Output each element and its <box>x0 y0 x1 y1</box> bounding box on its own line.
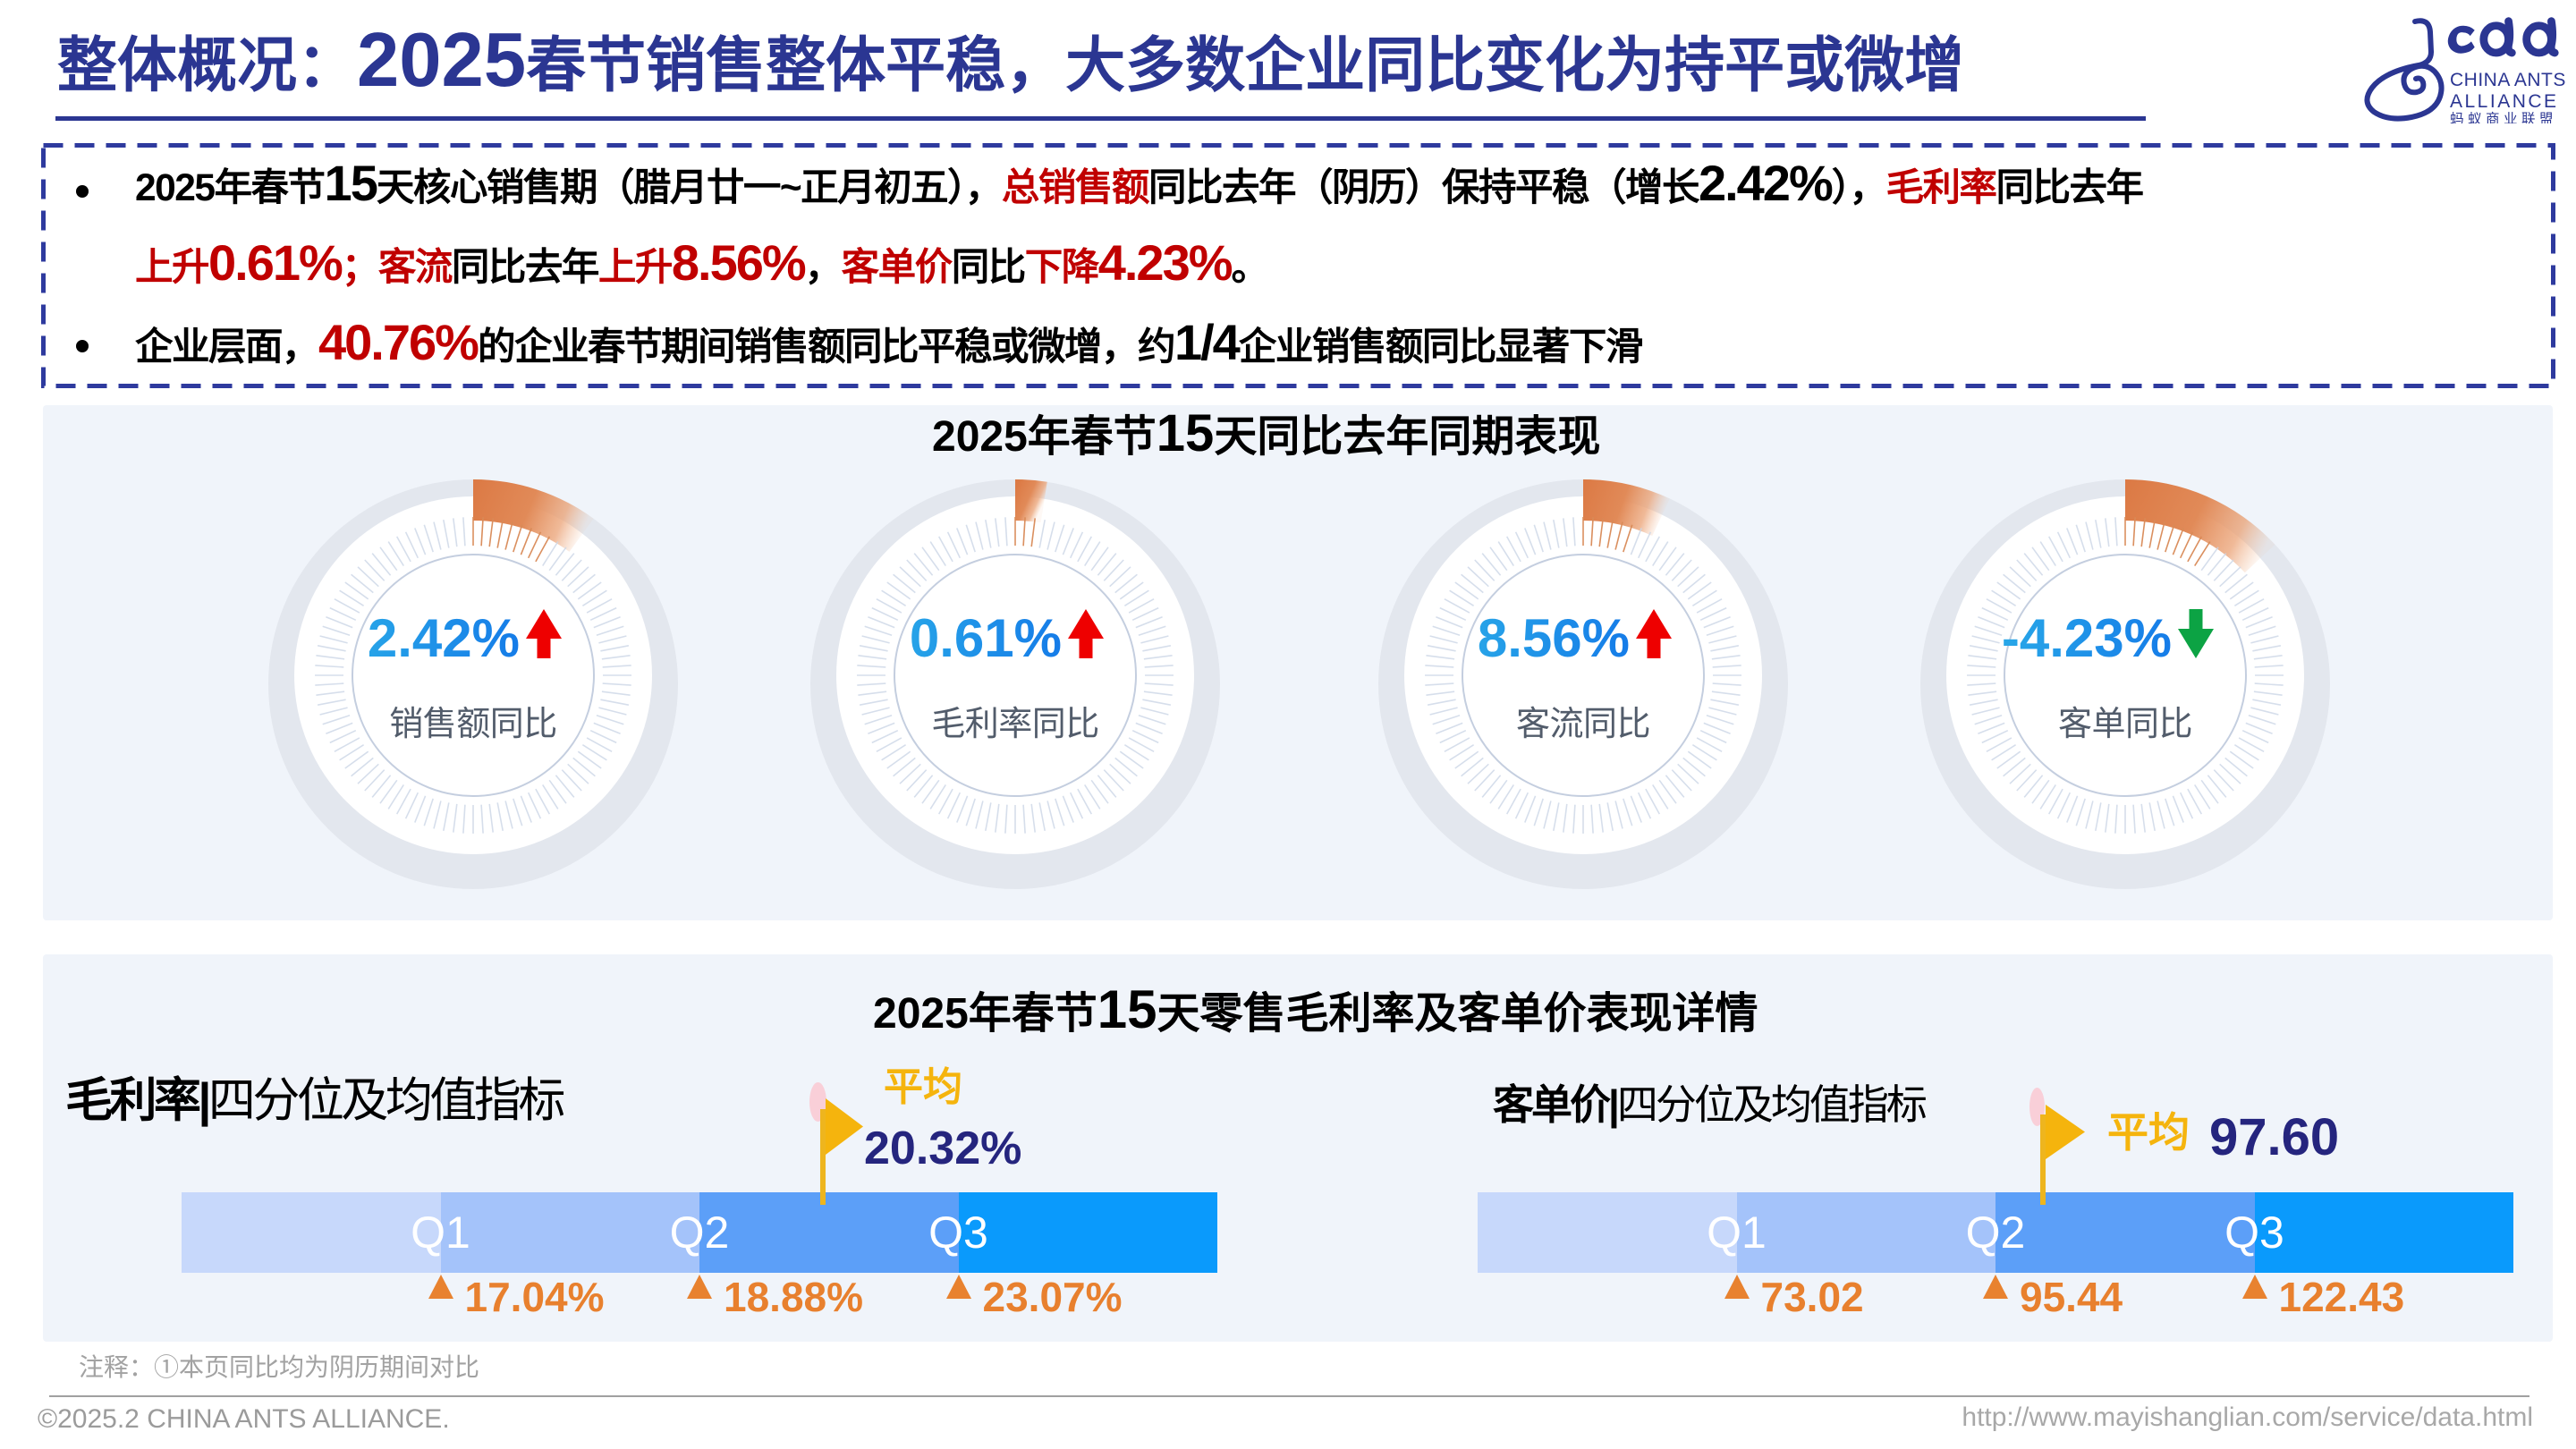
svg-text:客单同比: 客单同比 <box>2058 706 2192 743</box>
svg-text:客流同比: 客流同比 <box>1516 706 1650 743</box>
svg-text:8.56%: 8.56% <box>1478 608 1630 668</box>
svg-text:CHINA ANTS: CHINA ANTS <box>2450 70 2566 90</box>
svg-text:-4.23%: -4.23% <box>2002 608 2172 668</box>
svg-text:蚂蚁商业联盟: 蚂蚁商业联盟 <box>2450 111 2557 123</box>
svg-text:ALLIANCE: ALLIANCE <box>2450 91 2559 112</box>
svg-text:2.42%: 2.42% <box>368 608 520 668</box>
svg-text:销售额同比: 销售额同比 <box>389 706 557 743</box>
svg-text:0.61%: 0.61% <box>910 608 1062 668</box>
svg-text:毛利率同比: 毛利率同比 <box>931 706 1099 743</box>
